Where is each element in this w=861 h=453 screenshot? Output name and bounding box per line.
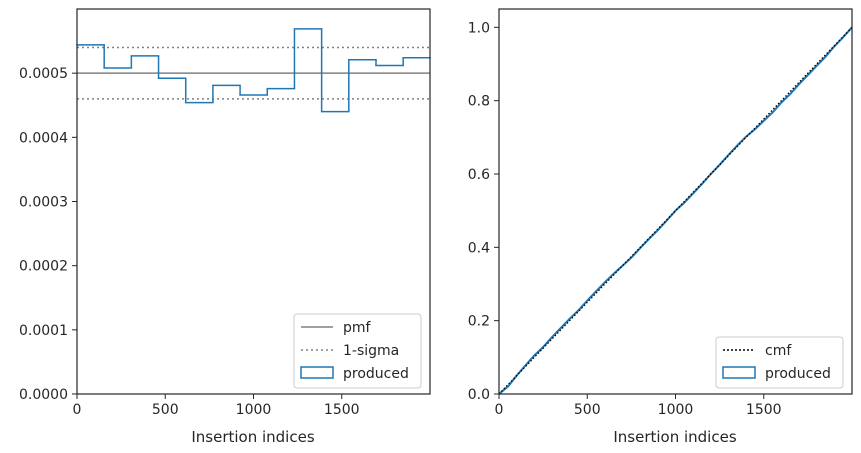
produced-cumulative-line bbox=[498, 26, 853, 395]
cmf-line bbox=[498, 26, 853, 395]
histogram-ticks: 0 500 1000 1500 0.0000 0.0001 0.0002 0.0003 0.00… bbox=[19, 66, 360, 418]
y-tick-label: 0.0005 bbox=[19, 66, 68, 82]
histogram-legend: pmf 1-sigma produced bbox=[293, 313, 422, 389]
x-tick-label: 1000 bbox=[658, 402, 694, 418]
cumulative-panel: 0 500 1000 1500 0.0 0.2 0.4 0.6 0.8 1.0 Insertion… bbox=[468, 8, 853, 446]
cumulative-plot-area bbox=[498, 26, 853, 395]
y-tick-label: 0.0001 bbox=[19, 323, 68, 339]
legend-produced-swatch bbox=[300, 366, 334, 379]
x-tick-label: 1500 bbox=[746, 402, 782, 418]
y-tick-label: 0.0002 bbox=[19, 259, 68, 275]
y-tick-label: 1.0 bbox=[468, 20, 490, 36]
y-tick-label: 0.0004 bbox=[19, 130, 68, 146]
cumulative-legend: cmf produced bbox=[715, 336, 844, 389]
y-tick-label: 0.0000 bbox=[19, 387, 68, 403]
cumulative-xlabel: Insertion indices bbox=[613, 428, 736, 446]
legend-produced2-swatch bbox=[722, 366, 756, 379]
cumulative-ticks: 0 500 1000 1500 0.0 0.2 0.4 0.6 0.8 1.0 bbox=[468, 20, 782, 418]
y-tick-label: 0.0003 bbox=[19, 195, 68, 211]
legend-produced2-label: produced bbox=[765, 366, 831, 382]
legend-produced-label: produced bbox=[343, 366, 409, 382]
x-tick-label: 1000 bbox=[236, 402, 272, 418]
histogram-plot-area bbox=[76, 28, 431, 113]
legend-sigma-label: 1-sigma bbox=[343, 343, 399, 359]
y-tick-label: 0.0 bbox=[468, 387, 490, 403]
x-tick-label: 0 bbox=[495, 402, 504, 418]
y-tick-label: 0.8 bbox=[468, 94, 490, 110]
x-tick-label: 1500 bbox=[324, 402, 360, 418]
y-tick-label: 0.4 bbox=[468, 240, 490, 256]
y-tick-label: 0.6 bbox=[468, 167, 490, 183]
x-tick-label: 500 bbox=[574, 402, 601, 418]
histogram-xlabel: Insertion indices bbox=[191, 428, 314, 446]
legend-pmf-label: pmf bbox=[343, 320, 372, 336]
x-tick-label: 0 bbox=[73, 402, 82, 418]
x-tick-label: 500 bbox=[152, 402, 179, 418]
y-tick-label: 0.2 bbox=[468, 314, 490, 330]
histogram-legend-box bbox=[293, 313, 422, 389]
histogram-panel: 0 500 1000 1500 0.0000 0.0001 0.0002 0.0003 0.00… bbox=[19, 8, 431, 446]
legend-cmf-label: cmf bbox=[765, 343, 792, 359]
